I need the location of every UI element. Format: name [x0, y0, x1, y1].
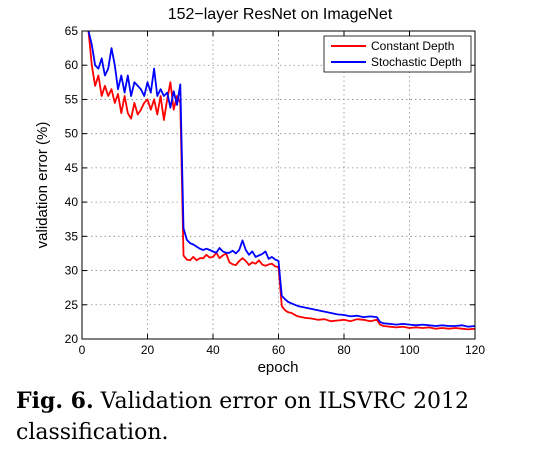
x-tick-label: 100 [399, 343, 419, 357]
x-tick-label: 120 [465, 343, 485, 357]
series-line-constant-depth [87, 31, 475, 331]
y-axis-label: validation error (%) [34, 122, 51, 249]
series-line-stochastic-depth [87, 31, 475, 328]
y-axis-ticks: 20 25 30 35 40 45 50 55 60 65 [65, 24, 475, 346]
grid [82, 31, 475, 339]
y-tick-label: 25 [65, 298, 79, 312]
legend-label-constant-depth: Constant Depth [371, 39, 454, 53]
x-tick-label: 0 [79, 343, 86, 357]
validation-error-chart: 152−layer ResNet on ImageNet 0 20 40 60 80 10… [34, 6, 485, 375]
y-tick-label: 60 [65, 58, 79, 72]
y-tick-label: 55 [65, 92, 79, 106]
y-tick-label: 50 [65, 127, 79, 141]
y-tick-label: 45 [65, 161, 79, 175]
legend-label-stochastic-depth: Stochastic Depth [371, 55, 462, 69]
x-axis-ticks: 0 20 40 60 80 100 120 [79, 31, 485, 357]
x-axis-label: epoch [258, 359, 299, 375]
chart-title: 152−layer ResNet on ImageNet [168, 6, 393, 23]
legend-box [323, 35, 472, 73]
y-tick-label: 65 [65, 24, 79, 38]
y-tick-label: 20 [65, 332, 79, 346]
figure-caption: Fig. 6. Validation error on ILSVRC 2012 … [16, 386, 526, 448]
y-tick-label: 30 [65, 264, 79, 278]
x-tick-label: 40 [206, 343, 220, 357]
x-tick-label: 80 [337, 343, 351, 357]
y-tick-label: 35 [65, 229, 79, 243]
x-tick-label: 60 [272, 343, 286, 357]
y-tick-label: 40 [65, 195, 79, 209]
caption-label: Fig. 6. [16, 388, 94, 414]
legend: Constant Depth Stochastic Depth [323, 35, 472, 73]
caption-text: Validation error on ILSVRC 2012 classifi… [16, 389, 470, 445]
series-lines [87, 31, 475, 331]
x-tick-label: 20 [141, 343, 155, 357]
